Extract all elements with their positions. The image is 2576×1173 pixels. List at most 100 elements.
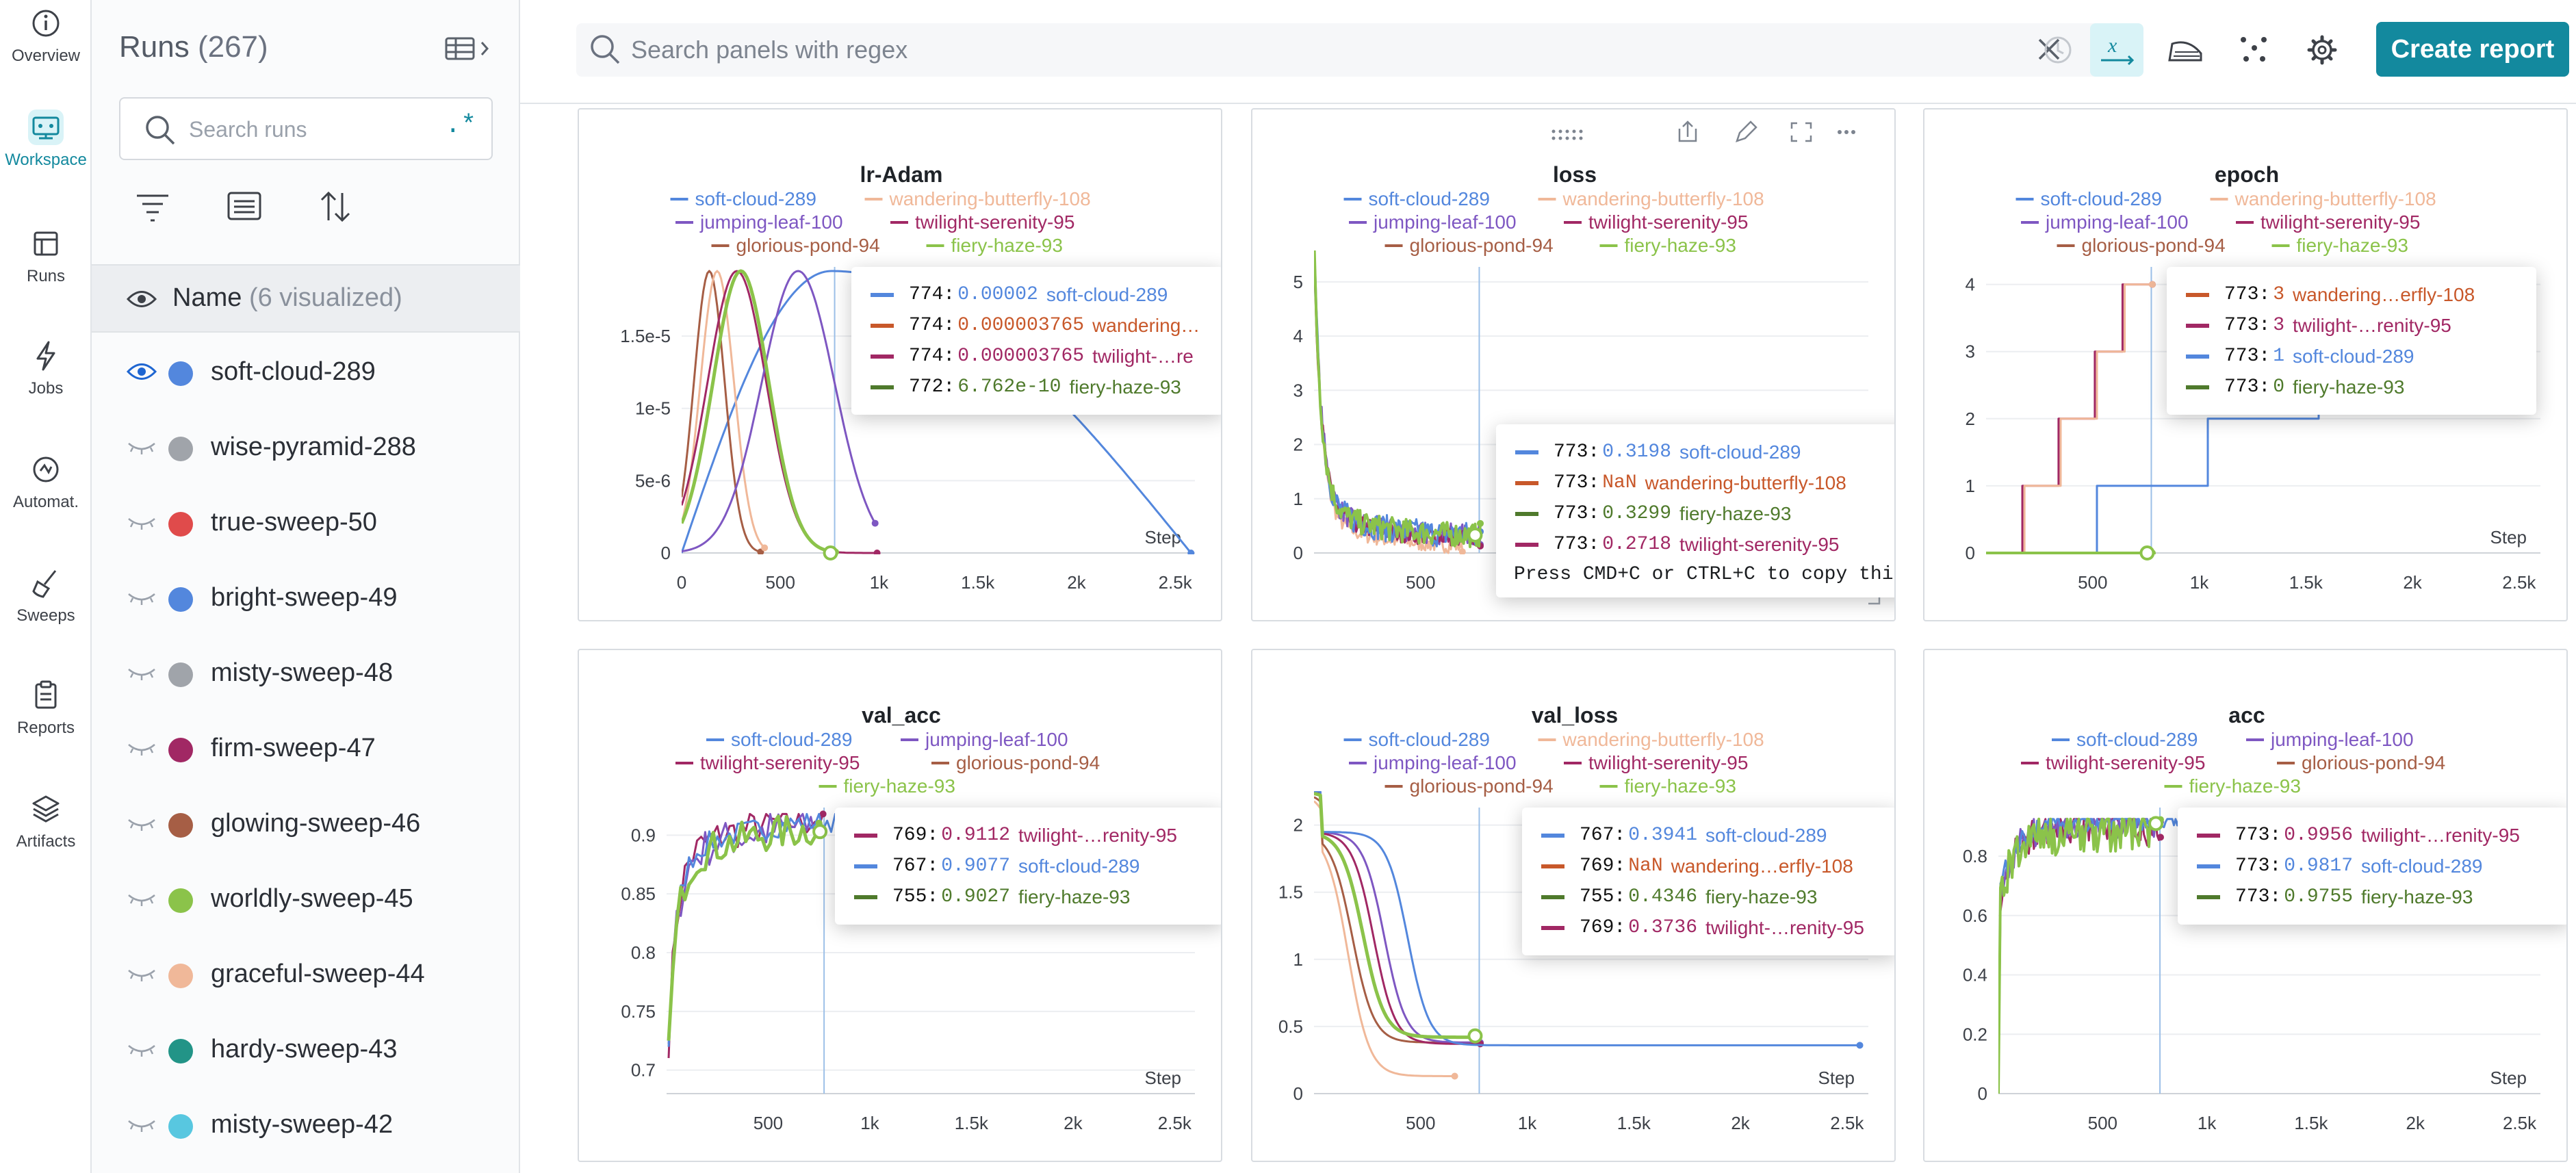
run-row[interactable]: misty-sweep-48 bbox=[92, 636, 520, 712]
run-color-swatch[interactable] bbox=[168, 437, 193, 461]
run-color-swatch[interactable] bbox=[168, 361, 193, 386]
run-name[interactable]: misty-sweep-42 bbox=[211, 1110, 394, 1139]
eye-icon[interactable] bbox=[126, 360, 157, 383]
expand-table-button[interactable] bbox=[443, 33, 493, 66]
create-report-button[interactable]: Create report bbox=[2376, 22, 2569, 77]
legend-entry[interactable]: jumping-leaf-100 bbox=[675, 211, 843, 233]
more-icon[interactable] bbox=[1838, 130, 1855, 134]
eye-closed-icon[interactable] bbox=[126, 736, 157, 760]
run-row[interactable]: firm-sweep-47 bbox=[92, 712, 520, 787]
legend-entry[interactable]: fiery-haze-93 bbox=[926, 235, 1063, 256]
history-button[interactable] bbox=[2031, 23, 2085, 77]
run-name[interactable]: worldly-sweep-45 bbox=[211, 884, 413, 913]
legend-entry[interactable]: glorious-pond-94 bbox=[2277, 752, 2445, 773]
fullscreen-icon[interactable] bbox=[1790, 122, 1812, 142]
run-color-swatch[interactable] bbox=[168, 512, 193, 537]
legend-entry[interactable]: fiery-haze-93 bbox=[819, 775, 955, 797]
legend-entry[interactable]: jumping-leaf-100 bbox=[1349, 211, 1517, 233]
nav-item-overview[interactable]: Overview bbox=[0, 5, 92, 66]
legend-entry[interactable]: glorious-pond-94 bbox=[711, 235, 880, 256]
run-name[interactable]: bright-sweep-49 bbox=[211, 583, 398, 612]
legend-entry[interactable]: wandering-butterfly-108 bbox=[2210, 188, 2436, 209]
run-name[interactable]: misty-sweep-48 bbox=[211, 658, 394, 687]
nav-item-jobs[interactable]: Jobs bbox=[0, 338, 92, 398]
run-color-swatch[interactable] bbox=[168, 964, 193, 988]
legend-entry[interactable]: jumping-leaf-100 bbox=[901, 729, 1068, 750]
chart-panel-acc[interactable]: acc soft-cloud-289 jumping-leaf-100 twiligh… bbox=[1923, 649, 2568, 1162]
legend-entry[interactable]: soft-cloud-289 bbox=[2015, 188, 2162, 209]
eye-closed-icon[interactable] bbox=[126, 435, 157, 459]
run-row[interactable]: bright-sweep-49 bbox=[92, 561, 520, 636]
smoothing-button[interactable] bbox=[2159, 23, 2212, 77]
settings-button[interactable] bbox=[2295, 23, 2349, 77]
legend-entry[interactable]: wandering-butterfly-108 bbox=[1538, 188, 1764, 209]
eye-closed-icon[interactable] bbox=[126, 511, 157, 534]
run-name[interactable]: true-sweep-50 bbox=[211, 508, 377, 537]
run-row[interactable]: true-sweep-50 bbox=[92, 486, 520, 561]
chart-panel-epoch[interactable]: epoch soft-cloud-289 wandering-butterfly-1… bbox=[1923, 108, 2568, 621]
edit-icon[interactable] bbox=[1736, 120, 1757, 142]
eye-closed-icon[interactable] bbox=[126, 586, 157, 609]
outliers-button[interactable] bbox=[2227, 23, 2280, 77]
run-color-swatch[interactable] bbox=[168, 813, 193, 838]
close-icon[interactable] bbox=[2034, 34, 2064, 64]
eye-closed-icon[interactable] bbox=[126, 812, 157, 835]
run-name[interactable]: hardy-sweep-43 bbox=[211, 1035, 398, 1064]
legend-entry[interactable]: twilight-serenity-95 bbox=[1564, 211, 1748, 233]
run-color-swatch[interactable] bbox=[168, 587, 193, 612]
legend-entry[interactable]: fiery-haze-93 bbox=[2271, 235, 2408, 256]
legend-entry[interactable]: jumping-leaf-100 bbox=[2246, 729, 2414, 750]
legend-entry[interactable]: fiery-haze-93 bbox=[1599, 235, 1736, 256]
regex-toggle[interactable]: .* bbox=[445, 111, 476, 140]
run-color-swatch[interactable] bbox=[168, 888, 193, 913]
run-row[interactable]: wise-pyramid-288 bbox=[92, 411, 520, 486]
eye-closed-icon[interactable] bbox=[126, 887, 157, 910]
eye-closed-icon[interactable] bbox=[126, 1037, 157, 1061]
legend-entry[interactable]: wandering-butterfly-108 bbox=[864, 188, 1091, 209]
chart-panel-val-loss[interactable]: val_loss soft-cloud-289 wandering-butterfl… bbox=[1251, 649, 1896, 1162]
legend-entry[interactable]: soft-cloud-289 bbox=[706, 729, 852, 750]
eye-closed-icon[interactable] bbox=[126, 1113, 157, 1136]
legend-entry[interactable]: soft-cloud-289 bbox=[670, 188, 816, 209]
filter-button[interactable] bbox=[133, 186, 174, 227]
eye-closed-icon[interactable] bbox=[126, 661, 157, 684]
run-color-swatch[interactable] bbox=[168, 1114, 193, 1139]
sort-button[interactable] bbox=[315, 186, 356, 227]
nav-item-reports[interactable]: Reports bbox=[0, 678, 92, 738]
legend-entry[interactable]: glorious-pond-94 bbox=[1384, 235, 1554, 256]
legend-entry[interactable]: glorious-pond-94 bbox=[2057, 235, 2226, 256]
legend-entry[interactable]: fiery-haze-93 bbox=[2164, 775, 2301, 797]
legend-entry[interactable]: jumping-leaf-100 bbox=[2021, 211, 2189, 233]
search-runs-input[interactable] bbox=[189, 112, 435, 146]
nav-item-runs[interactable]: Runs bbox=[0, 226, 92, 286]
group-button[interactable] bbox=[224, 186, 266, 227]
run-name[interactable]: graceful-sweep-44 bbox=[211, 959, 425, 988]
eye-icon[interactable] bbox=[126, 287, 157, 311]
run-row[interactable]: glowing-sweep-46 bbox=[92, 787, 520, 862]
legend-entry[interactable]: soft-cloud-289 bbox=[1343, 188, 1490, 209]
run-color-swatch[interactable] bbox=[168, 1039, 193, 1064]
chart-panel-val-acc[interactable]: val_acc soft-cloud-289 jumping-leaf-100 twi… bbox=[578, 649, 1222, 1162]
run-row[interactable]: graceful-sweep-44 bbox=[92, 938, 520, 1013]
chart-panel-loss[interactable]: loss soft-cloud-289 wandering-butterfly-10… bbox=[1251, 108, 1896, 621]
chart-panel-lr-adam[interactable]: lr-Adam soft-cloud-289 wandering-butterfly… bbox=[578, 108, 1222, 621]
x-axis-settings-button[interactable]: x bbox=[2090, 23, 2143, 77]
drag-handle-icon[interactable] bbox=[1551, 129, 1583, 140]
legend-entry[interactable]: soft-cloud-289 bbox=[2052, 729, 2198, 750]
share-icon[interactable] bbox=[1678, 120, 1697, 142]
run-color-swatch[interactable] bbox=[168, 738, 193, 762]
legend-entry[interactable]: jumping-leaf-100 bbox=[1349, 752, 1517, 773]
legend-entry[interactable]: twilight-serenity-95 bbox=[1564, 752, 1748, 773]
nav-item-sweeps[interactable]: Sweeps bbox=[0, 565, 92, 626]
legend-entry[interactable]: twilight-serenity-95 bbox=[675, 752, 860, 773]
run-name[interactable]: soft-cloud-289 bbox=[211, 357, 376, 386]
legend-entry[interactable]: soft-cloud-289 bbox=[1343, 729, 1490, 750]
legend-entry[interactable]: glorious-pond-94 bbox=[931, 752, 1100, 773]
name-column-header[interactable]: Name (6 visualized) bbox=[92, 264, 520, 333]
legend-entry[interactable]: twilight-serenity-95 bbox=[2021, 752, 2205, 773]
run-row[interactable]: worldly-sweep-45 bbox=[92, 862, 520, 938]
legend-entry[interactable]: fiery-haze-93 bbox=[1599, 775, 1736, 797]
run-name[interactable]: glowing-sweep-46 bbox=[211, 809, 421, 838]
run-row[interactable]: soft-cloud-289 bbox=[92, 335, 520, 411]
legend-entry[interactable]: glorious-pond-94 bbox=[1384, 775, 1554, 797]
